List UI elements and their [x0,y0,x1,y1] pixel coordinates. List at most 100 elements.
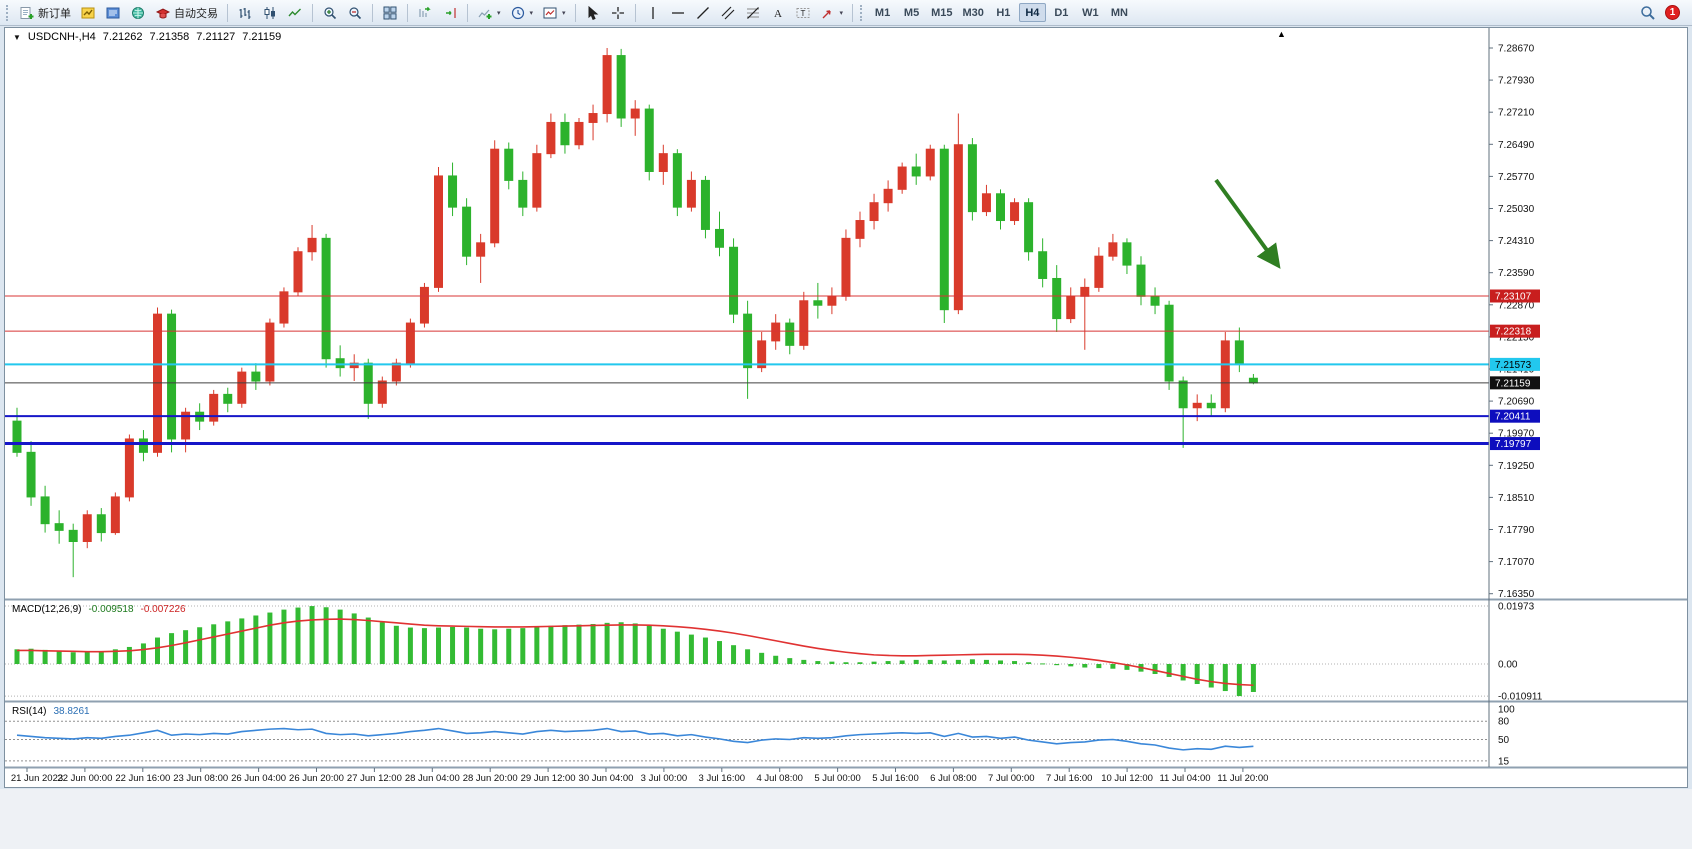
timeframe-m30-button[interactable]: M30 [962,6,984,19]
toolbar-grip[interactable] [6,4,10,21]
candle [504,142,514,190]
chart-expand-icon[interactable]: ▲ [1277,29,1286,39]
data-window-button[interactable] [101,2,125,23]
candle [1122,238,1132,275]
chart-canvas[interactable]: 7.28670 7.27930 7.27210 7.26490 7.25770 7.250… [5,28,1687,787]
new-order-button[interactable]: 新订单 [15,2,75,23]
notification-badge[interactable]: 1 [1665,5,1680,20]
time-axis-label: 30 Jun 04:00 [579,773,634,784]
candle [883,180,893,212]
price-axis-label: 7.28670 [1498,44,1535,55]
macd-bar [871,661,877,664]
cursor-button[interactable] [581,2,605,23]
price-axis-label: 7.20690 [1498,397,1535,408]
macd-signal-value: -0.007226 [140,604,186,615]
time-axis-label: 3 Jul 00:00 [641,773,687,784]
arrow-annotation[interactable] [1214,178,1281,269]
macd-bar [351,613,357,664]
macd-bar [253,615,259,664]
timeframe-h4-button[interactable]: H4 [1018,3,1046,22]
timeframe-m1-button[interactable]: M1 [874,6,891,19]
candle [616,48,626,127]
time-axis-label: 28 Jun 04:00 [405,773,460,784]
fibonacci-tool-button[interactable] [741,2,765,23]
crosshair-button[interactable] [606,2,630,23]
macd-bar [548,625,554,664]
macd-bar [323,607,329,664]
indicators-button[interactable]: ▾ [473,2,505,23]
candle [939,144,949,324]
svg-text:7.19797: 7.19797 [1495,439,1532,450]
time-axis-label: 4 Jul 08:00 [756,773,802,784]
bar-chart-button[interactable] [233,2,257,23]
macd-axis-label: 0.01973 [1498,601,1535,612]
chart-shift-button[interactable] [438,2,462,23]
trendline-tool-button[interactable] [691,2,715,23]
macd-bar [998,660,1003,664]
svg-text:7.21159: 7.21159 [1495,378,1531,389]
macd-bar [70,652,76,664]
zoom-in-button[interactable] [318,2,342,23]
periods-clock-icon [510,5,526,20]
toolbar-separator [634,3,636,22]
candle [518,171,528,217]
candle [490,140,500,248]
macd-bar [534,626,540,664]
label-tool-button[interactable]: T [791,2,815,23]
candle [897,162,907,194]
one-click-trading-toggle-icon[interactable]: ▼ [13,32,21,42]
macd-bar [492,629,498,664]
time-axis-label: 5 Jul 00:00 [814,773,860,784]
timeframe-mn-button[interactable]: MN [1110,6,1128,19]
macd-bar [632,623,638,664]
price-axis-label: 7.16350 [1498,589,1535,600]
candle [434,167,443,292]
auto-scroll-button[interactable] [413,2,437,23]
macd-histogram [14,606,1256,697]
timeframe-d1-button[interactable]: D1 [1054,6,1069,19]
tile-windows-button[interactable] [378,2,402,23]
channel-tool-button[interactable] [716,2,740,23]
macd-bar [590,624,596,664]
line-chart-button[interactable] [283,2,307,23]
svg-text:A: A [774,8,782,20]
macd-bar [731,645,737,664]
macd-bar [1082,664,1088,668]
horizontal-line-tool-button[interactable] [666,2,690,23]
macd-bar [379,622,385,664]
toolbar-grip[interactable] [860,4,864,21]
auto-trading-button[interactable]: 自动交易 [151,2,222,23]
rsi-axis-label: 100 [1498,705,1515,716]
candle [405,318,415,368]
text-icon: A [770,5,786,20]
svg-text:7.23107: 7.23107 [1495,291,1532,302]
candlestick-chart-button[interactable] [258,2,282,23]
svg-text:7.20411: 7.20411 [1495,412,1531,423]
toolbar-separator [852,3,854,22]
zoom-out-button[interactable] [343,2,367,23]
text-tool-button[interactable]: A [766,2,790,23]
macd-bar [155,637,160,664]
price-axis-label: 7.17070 [1498,557,1535,568]
candle [729,238,739,324]
search-icon[interactable] [1640,5,1656,20]
macd-bar [801,659,807,664]
navigator-button[interactable] [126,2,150,23]
vertical-line-tool-button[interactable] [641,2,665,23]
timeframe-w1-button[interactable]: W1 [1082,6,1099,19]
candle [1234,327,1244,373]
candle [686,171,696,212]
timeframe-m5-button[interactable]: M5 [903,6,920,19]
periods-button[interactable]: ▾ [506,2,538,23]
timeframe-h1-button[interactable]: H1 [996,6,1011,19]
macd-bar [576,624,582,664]
macd-bar [28,648,34,664]
timeframe-m15-button[interactable]: M15 [931,6,953,19]
shapes-tool-button[interactable]: ▾ [816,2,848,23]
macd-bar [506,628,512,664]
trendline-icon [695,5,711,20]
market-watch-button[interactable] [76,2,100,23]
candle [349,354,359,382]
templates-button[interactable]: ▾ [538,2,570,23]
cursor-icon [585,5,601,20]
